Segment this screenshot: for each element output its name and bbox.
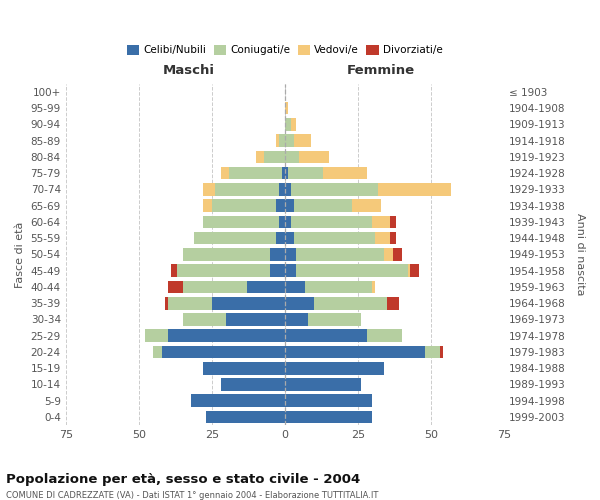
Bar [182,313,226,326]
Bar [379,183,451,196]
Bar [171,264,176,277]
Bar [285,167,288,179]
Bar [323,167,367,179]
Bar [203,183,215,196]
Bar [285,134,293,147]
Bar [293,134,311,147]
Bar [285,102,288,114]
Bar [285,394,373,407]
Bar [256,150,265,163]
Bar [226,313,285,326]
Bar [182,280,247,293]
Bar [390,216,396,228]
Bar [215,183,279,196]
Text: Femmine: Femmine [347,64,415,77]
Bar [203,362,285,374]
Bar [282,167,285,179]
Bar [165,297,168,310]
Bar [221,167,229,179]
Bar [285,248,296,261]
Bar [390,232,396,244]
Bar [299,150,329,163]
Bar [270,248,285,261]
Y-axis label: Fasce di età: Fasce di età [15,221,25,288]
Bar [154,346,162,358]
Bar [176,264,270,277]
Bar [203,200,212,212]
Bar [191,394,285,407]
Bar [285,280,305,293]
Bar [168,330,285,342]
Bar [293,200,352,212]
Bar [290,216,373,228]
Bar [367,330,401,342]
Bar [285,118,290,130]
Bar [293,232,376,244]
Bar [212,200,276,212]
Bar [247,280,285,293]
Bar [285,150,299,163]
Bar [279,183,285,196]
Bar [285,313,308,326]
Bar [285,264,296,277]
Bar [270,264,285,277]
Bar [373,280,376,293]
Bar [279,134,285,147]
Bar [276,134,279,147]
Bar [393,248,401,261]
Bar [276,232,285,244]
Bar [314,297,387,310]
Bar [410,264,419,277]
Bar [285,346,425,358]
Bar [162,346,285,358]
Bar [376,232,390,244]
Text: COMUNE DI CADREZZATE (VA) - Dati ISTAT 1° gennaio 2004 - Elaborazione TUTTITALIA: COMUNE DI CADREZZATE (VA) - Dati ISTAT 1… [6,491,379,500]
Bar [203,216,279,228]
Bar [194,232,276,244]
Legend: Celibi/Nubili, Coniugati/e, Vedovi/e, Divorziati/e: Celibi/Nubili, Coniugati/e, Vedovi/e, Di… [122,41,447,60]
Bar [440,346,443,358]
Text: Popolazione per età, sesso e stato civile - 2004: Popolazione per età, sesso e stato civil… [6,472,360,486]
Bar [168,280,182,293]
Bar [290,183,379,196]
Bar [285,297,314,310]
Bar [285,362,384,374]
Bar [285,378,361,391]
Bar [387,297,399,310]
Bar [182,248,270,261]
Bar [276,200,285,212]
Bar [308,313,361,326]
Bar [305,280,373,293]
Bar [285,183,290,196]
Bar [221,378,285,391]
Bar [285,410,373,424]
Bar [296,248,384,261]
Bar [352,200,381,212]
Bar [168,297,212,310]
Y-axis label: Anni di nascita: Anni di nascita [575,213,585,296]
Bar [425,346,440,358]
Bar [407,264,410,277]
Bar [285,232,293,244]
Bar [145,330,168,342]
Text: Maschi: Maschi [163,64,214,77]
Bar [290,118,296,130]
Bar [212,297,285,310]
Bar [285,216,290,228]
Bar [279,216,285,228]
Bar [265,150,285,163]
Bar [384,248,393,261]
Bar [285,330,367,342]
Bar [285,200,293,212]
Bar [206,410,285,424]
Bar [296,264,407,277]
Bar [373,216,390,228]
Bar [288,167,323,179]
Bar [229,167,282,179]
